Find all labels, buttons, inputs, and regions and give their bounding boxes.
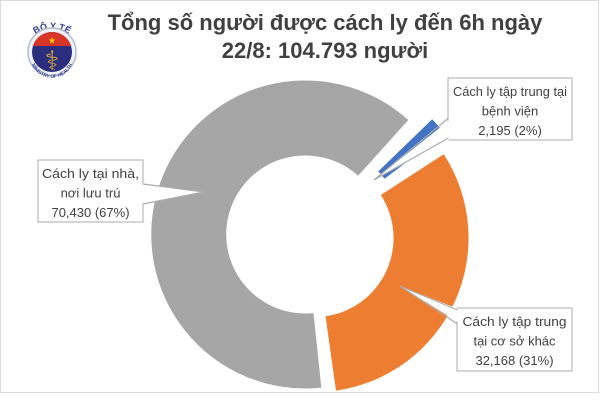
callout-other-line-2: tại cơ sở khác: [473, 334, 556, 349]
callout-home-line-1: Cách ly tại nhà,: [42, 166, 139, 181]
chart-title-line-1: Tổng số người được cách ly đến 6h ngày: [108, 10, 544, 35]
moh-logo: BỘ Y TẾ ★ ⚕ MINISTRY OF HEALTH: [27, 20, 77, 80]
callout-home-value: 70,430 (67%): [51, 205, 129, 220]
slice-other-quarantine: [325, 154, 469, 391]
callout-other-value: 32,168 (31%): [475, 353, 553, 368]
logo-star-icon: ★: [48, 36, 56, 46]
slice-home-quarantine: [151, 80, 409, 389]
callout-home-line-2: nơi lưu trú: [61, 186, 121, 201]
callout-hospital-line-2: bệnh viện: [482, 104, 538, 119]
chart-title-line-2: 22/8: 104.793 người: [222, 38, 428, 63]
callout-hospital-pointer-outline: [373, 117, 449, 181]
callout-other-pointer-outline: [399, 285, 458, 325]
callout-other-line-1: Cách ly tập trung: [463, 314, 567, 329]
callout-hospital-line-1: Cách ly tập trung tại: [453, 84, 567, 99]
logo-emblem-red: [32, 31, 72, 46]
callout-hospital-box: [447, 77, 573, 141]
callout-home-pointer: [139, 184, 204, 204]
callout-hospital: Cách ly tập trung tại bệnh viện 2,195 (2…: [373, 77, 573, 181]
callout-home-pointer-outline: [142, 183, 205, 205]
callout-home: Cách ly tại nhà, nơi lưu trú 70,430 (67%…: [37, 159, 205, 223]
callout-other-box: [456, 307, 573, 372]
logo-aesculapius-staff-icon: ⚕: [45, 46, 60, 76]
callout-hospital-value: 2,195 (2%): [478, 123, 542, 138]
callout-other: Cách ly tập trung tại cơ sở khác 32,168 …: [399, 285, 573, 372]
